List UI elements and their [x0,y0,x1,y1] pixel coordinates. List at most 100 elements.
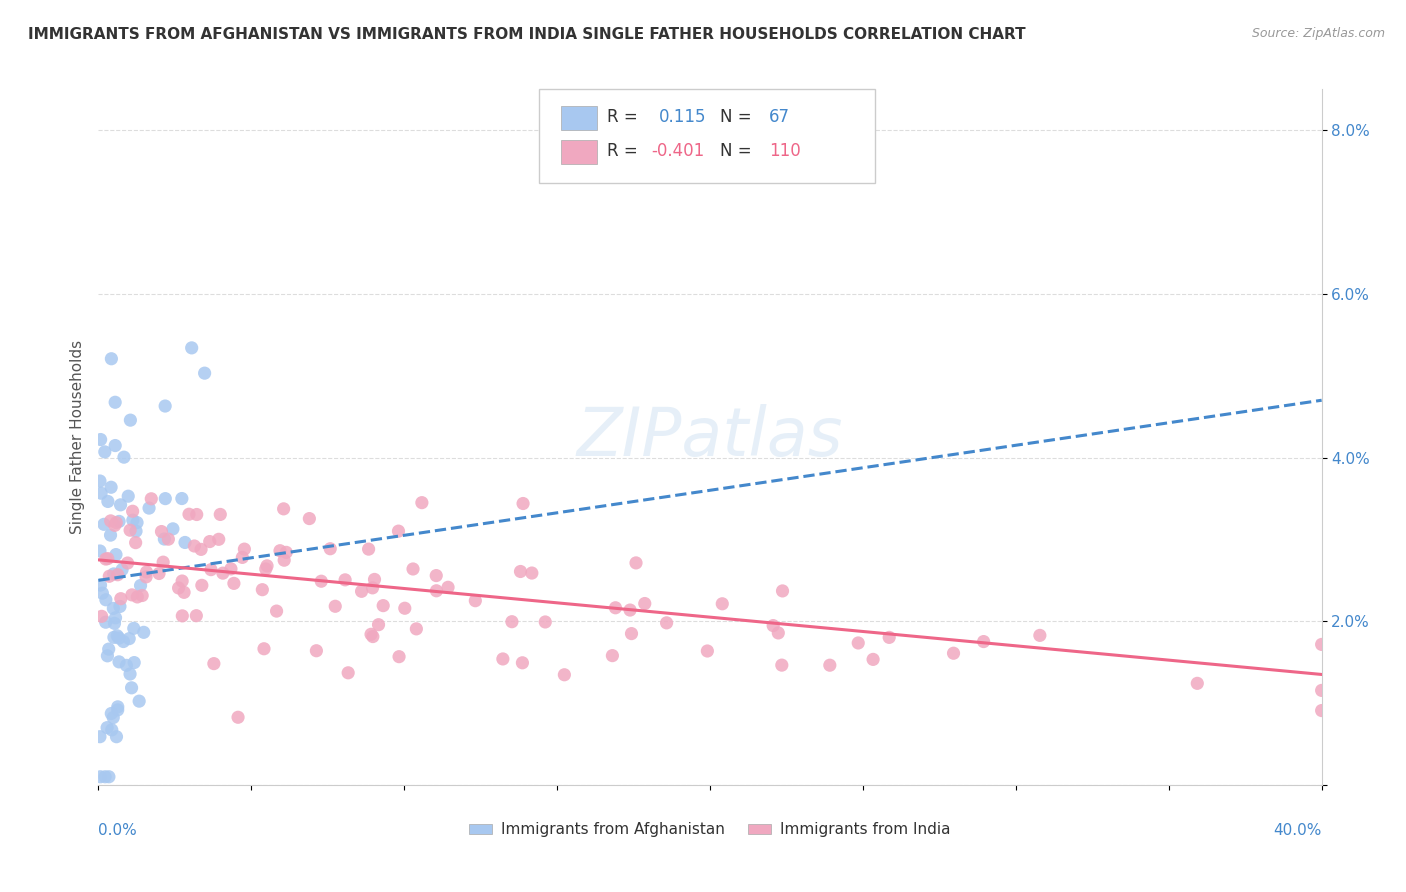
Point [100,706,122,721]
Point [120,667,142,681]
Point [350,584,373,599]
Point [231,550,253,565]
Point [425,568,447,582]
Text: R =: R = [607,142,638,161]
Text: -0.401: -0.401 [651,142,704,161]
Point [104,395,127,409]
Point [273,553,295,567]
Point [129,578,152,592]
Point [190,542,212,557]
Text: 67: 67 [769,108,790,126]
Point [155,491,177,506]
Point [173,585,195,599]
Point [208,533,231,547]
Point [96,721,118,735]
Point [124,535,146,549]
Legend: Immigrants from Afghanistan, Immigrants from India: Immigrants from Afghanistan, Immigrants … [463,816,957,844]
Point [425,583,447,598]
Point [104,611,127,625]
Point [387,524,409,538]
Point [183,539,205,553]
Point [94,552,117,566]
Text: N =: N = [720,142,751,161]
Point [104,548,127,562]
Point [97,494,120,508]
Point [89,474,111,488]
Point [93,517,115,532]
Point [202,657,225,671]
Point [128,694,150,708]
Point [276,545,298,559]
Point [367,617,389,632]
Point [269,543,291,558]
Point [94,445,117,459]
Point [209,508,232,522]
Point [254,562,277,576]
Point [152,555,174,569]
Point [512,496,534,510]
Point [125,524,148,538]
Point [323,599,346,614]
Point [180,341,202,355]
Point [104,438,127,452]
Point [108,599,131,614]
Point [634,597,657,611]
Point [200,563,222,577]
Point [624,556,647,570]
Point [108,631,131,645]
Point [97,642,120,657]
Point [373,599,395,613]
Point [512,656,534,670]
Point [117,489,139,503]
Point [534,615,557,629]
Point [100,351,122,366]
Point [1310,637,1333,651]
Point [253,641,276,656]
Point [110,498,132,512]
Point [98,569,121,583]
Point [877,631,900,645]
Point [212,566,235,581]
Point [605,600,627,615]
Point [121,681,143,695]
Point [115,658,138,673]
Point [360,627,382,641]
Point [464,593,486,607]
Point [100,528,122,542]
Point [89,770,111,784]
Point [172,574,194,588]
Point [762,618,785,632]
Point [121,513,143,527]
Point [103,601,125,615]
Point [157,532,180,546]
Point [94,770,117,784]
Point [97,770,120,784]
Point [233,542,256,557]
Point [121,588,143,602]
Point [104,518,127,533]
Text: 40.0%: 40.0% [1274,823,1322,838]
Point [111,563,134,577]
Point [402,562,425,576]
Point [105,730,128,744]
Point [107,703,129,717]
Point [167,581,190,595]
Text: Source: ZipAtlas.com: Source: ZipAtlas.com [1251,27,1385,40]
Point [388,649,411,664]
Point [127,590,149,604]
Text: 0.115: 0.115 [658,108,706,126]
Point [191,578,214,592]
Point [501,615,523,629]
Point [553,667,575,681]
Point [333,573,356,587]
Point [90,433,112,447]
Point [1187,676,1209,690]
Point [107,699,129,714]
Point [256,558,278,573]
Point [509,565,531,579]
Point [118,632,141,646]
Point [942,646,965,660]
Point [110,591,132,606]
Text: R =: R = [607,108,638,126]
Point [620,626,643,640]
